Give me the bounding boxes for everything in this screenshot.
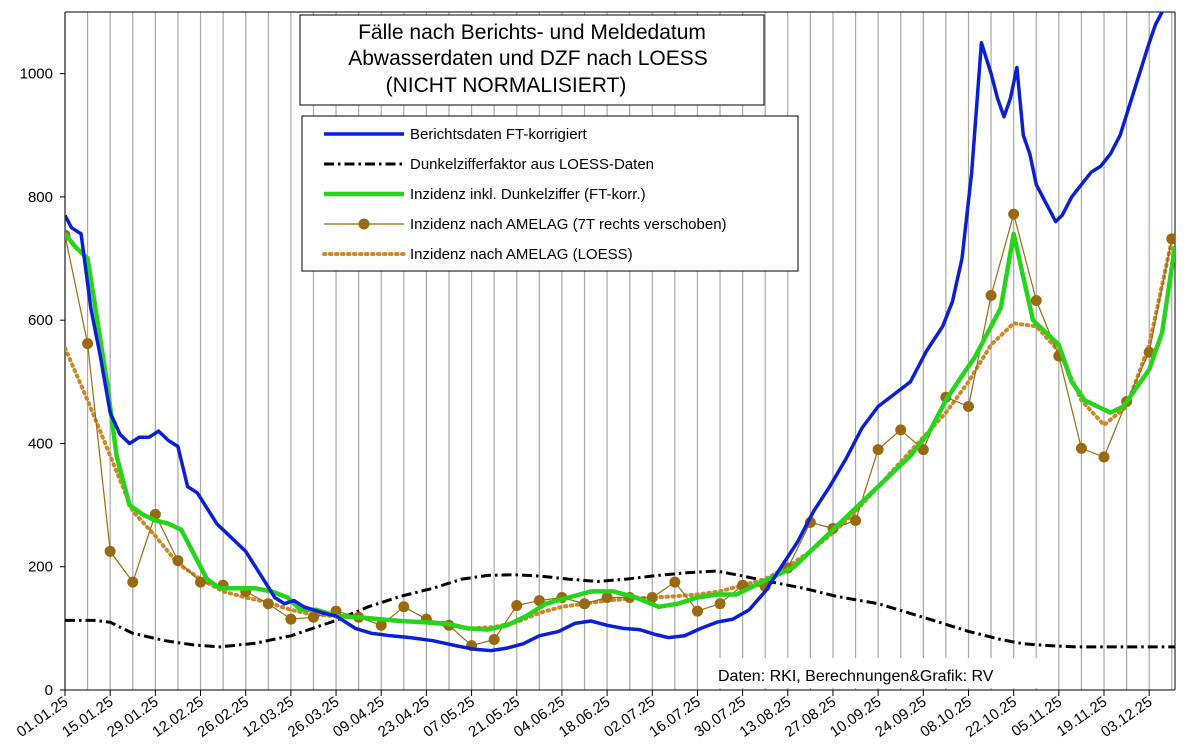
title-box: Fälle nach Berichts- und Meldedatum Abwa…: [299, 14, 765, 106]
series-4-line: [65, 238, 1174, 631]
series-3-point: [962, 400, 974, 412]
series-3-point: [917, 444, 929, 456]
series-3-point: [488, 633, 500, 645]
chart-title-line-2: Abwasserdaten und DZF nach LOESS: [348, 47, 708, 70]
series-layer: [65, 12, 1175, 653]
series-3-point: [375, 619, 387, 631]
chart-title-line-1: Fälle nach Berichts- und Meldedatum: [358, 21, 706, 44]
series-3-point: [398, 601, 410, 613]
legend-label: Inzidenz nach AMELAG (7T rechts verschob…: [410, 216, 727, 233]
legend-label: Dunkelzifferfaktor aus LOESS-Daten: [410, 156, 654, 173]
y-ticks: 0 200 400 600 800 1000: [20, 66, 65, 699]
series-3-point: [601, 592, 613, 604]
series-3-point: [262, 598, 274, 610]
series-3-point: [1030, 294, 1042, 306]
series-3-point: [533, 595, 545, 607]
legend-entry: Inzidenz nach AMELAG (7T rechts verschob…: [324, 216, 727, 233]
series-3-point: [895, 424, 907, 436]
y-tick-label: 200: [28, 559, 53, 576]
legend-entry: Inzidenz nach AMELAG (LOESS): [322, 246, 633, 263]
series-3-point: [195, 576, 207, 588]
legend-label: Berichtsdaten FT-korrigiert: [410, 126, 588, 143]
y-tick-label: 600: [28, 312, 53, 329]
series-3-point: [985, 290, 997, 302]
series-0-line: [65, 12, 1164, 653]
vertical-grid: [64, 12, 1173, 690]
series-3-point: [104, 545, 116, 557]
series-3-point: [1008, 208, 1020, 220]
legend-entry: Dunkelzifferfaktor aus LOESS-Daten: [324, 156, 654, 173]
series-3-point: [1166, 233, 1175, 245]
series-3-point: [669, 576, 681, 588]
legend-label: Inzidenz nach AMELAG (LOESS): [410, 246, 633, 263]
series-3-point: [1098, 451, 1110, 463]
series-3-point: [1075, 442, 1087, 454]
legend-entry: Inzidenz inkl. Dunkelziffer (FT-korr.): [324, 186, 646, 203]
series-3-point: [82, 338, 94, 350]
series-3-point: [127, 576, 139, 588]
series-3-point: [511, 600, 523, 612]
y-tick-label: 0: [45, 682, 53, 699]
legend-marker: [358, 218, 370, 230]
series-2-line: [65, 231, 1175, 632]
series-1-line: [65, 569, 1175, 649]
series-3-point: [579, 598, 591, 610]
series-3-point: [285, 613, 297, 625]
series-3-point: [172, 555, 184, 567]
series-3-point: [872, 444, 884, 456]
series-3-point: [307, 611, 319, 623]
credit-box: Daten: RKI, Berechnungen&Grafik: RV: [713, 658, 1043, 688]
legend: Berichtsdaten FT-korrigiert Dunkelzifferf…: [301, 115, 799, 272]
chart-title-line-3: (NICHT NORMALISIERT): [386, 74, 627, 97]
legend-label: Inzidenz inkl. Dunkelziffer (FT-korr.): [410, 186, 646, 203]
series-3-point: [691, 605, 703, 617]
y-tick-label: 1000: [20, 66, 53, 83]
series-3-point: [714, 598, 726, 610]
legend-entry: Berichtsdaten FT-korrigiert: [324, 126, 588, 143]
credit-text: Daten: RKI, Berechnungen&Grafik: RV: [718, 668, 994, 685]
y-tick-label: 400: [28, 435, 53, 452]
series-3-point: [646, 592, 658, 604]
series-3-point: [850, 515, 862, 526]
y-tick-label: 800: [28, 189, 53, 206]
